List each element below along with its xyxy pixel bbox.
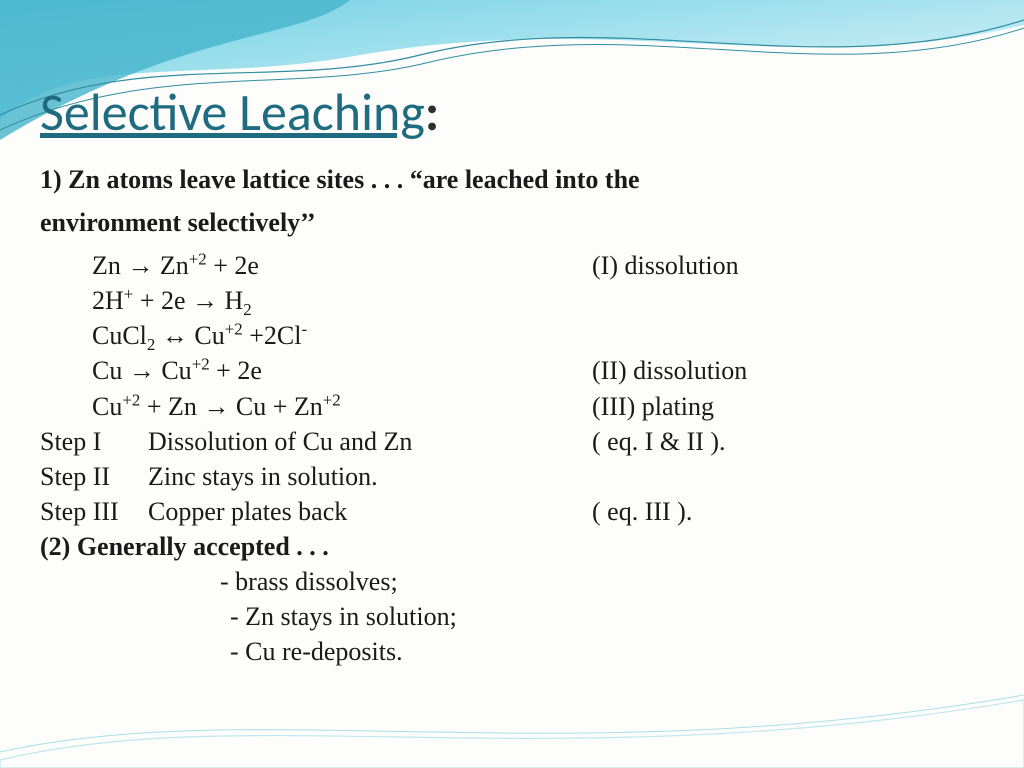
equation-row: Cu+2 + Zn → Cu + Zn+2(III) plating (40, 389, 984, 424)
equation-rhs: (II) dissolution (592, 353, 984, 388)
slide-content: Selective Leaching: 1) Zn atoms leave la… (0, 0, 1024, 669)
equation-lhs: CuCl2 ↔ Cu+2 +2Cl- (92, 318, 592, 353)
intro-line-1: 1) Zn atoms leave lattice sites . . . “a… (40, 162, 984, 197)
equation-row: Zn → Zn+2 + 2e(I) dissolution (40, 248, 984, 283)
step-note (592, 459, 984, 494)
second-heading: (2) Generally accepted . . . (40, 529, 984, 564)
step-row: Step IIZinc stays in solution. (40, 459, 984, 494)
equation-lhs: 2H+ + 2e → H2 (92, 283, 592, 318)
bullet-item: brass dissolves; (220, 564, 984, 599)
equation-rhs: (I) dissolution (592, 248, 984, 283)
intro-line-2: environment selectively’’ (40, 205, 984, 240)
equation-row: CuCl2 ↔ Cu+2 +2Cl- (40, 318, 984, 353)
equation-rhs: (III) plating (592, 389, 984, 424)
equation-row: 2H+ + 2e → H2 (40, 283, 984, 318)
equation-lhs: Zn → Zn+2 + 2e (92, 248, 592, 283)
step-label: Step I (40, 424, 148, 459)
bullet-item: Cu re-deposits. (220, 634, 984, 669)
step-label: Step III (40, 494, 148, 529)
equation-rhs (592, 283, 984, 318)
step-desc: Copper plates back (148, 494, 592, 529)
bullet-list: brass dissolves; Zn stays in solution; C… (40, 564, 984, 669)
step-row: Step IDissolution of Cu and Zn( eq. I & … (40, 424, 984, 459)
intro-part1: Zn atoms leave lattice sites . . . “are … (68, 165, 639, 194)
title-colon: : (425, 80, 439, 144)
title-text: Selective Leaching (40, 80, 425, 144)
bullet-item: Zn stays in solution; (220, 599, 984, 634)
intro-num: 1) (40, 165, 62, 194)
equation-lhs: Cu → Cu+2 + 2e (92, 353, 592, 388)
step-desc: Zinc stays in solution. (148, 459, 592, 494)
slide-title: Selective Leaching: (40, 80, 984, 144)
equation-row: Cu → Cu+2 + 2e(II) dissolution (40, 353, 984, 388)
step-label: Step II (40, 459, 148, 494)
equation-lhs: Cu+2 + Zn → Cu + Zn+2 (92, 389, 592, 424)
step-desc: Dissolution of Cu and Zn (148, 424, 592, 459)
step-row: Step IIICopper plates back( eq. III ). (40, 494, 984, 529)
step-note: ( eq. I & II ). (592, 424, 984, 459)
step-note: ( eq. III ). (592, 494, 984, 529)
equation-rhs (592, 318, 984, 353)
body-text: 1) Zn atoms leave lattice sites . . . “a… (40, 162, 984, 669)
